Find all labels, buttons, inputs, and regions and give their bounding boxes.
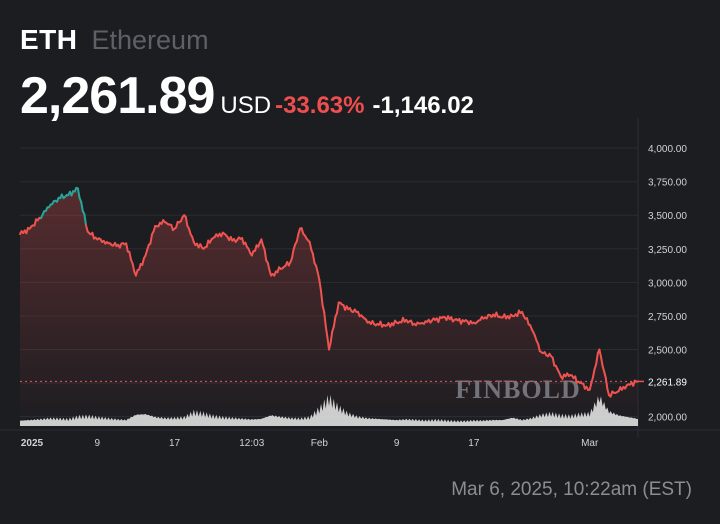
- price-segment: [85, 224, 89, 233]
- price-segment: [526, 317, 530, 326]
- price-line: [19, 186, 639, 398]
- price-segment: [316, 271, 321, 281]
- y-tick-label: 3,250.00: [648, 245, 687, 256]
- y-tick-label: 3,750.00: [648, 178, 687, 189]
- ticker-symbol: ETH: [20, 24, 78, 55]
- price-segment: [260, 238, 264, 247]
- x-tick-label: 9: [94, 438, 100, 449]
- price-segment: [295, 232, 300, 243]
- last-price-label: 2,261.89: [648, 377, 687, 388]
- price-chart[interactable]: FINBOLD 2,000.002,250.002,500.002,750.00…: [0, 118, 720, 458]
- price-segment: [80, 201, 84, 213]
- y-tick-label: 3,500.00: [648, 211, 687, 222]
- volume-area: [20, 394, 638, 426]
- x-tick-label: 9: [394, 438, 400, 449]
- price-segment: [537, 343, 541, 353]
- price-segment: [598, 348, 602, 358]
- ticker-row: ETH Ethereum: [20, 24, 209, 56]
- timestamp: Mar 6, 2025, 10:22am (EST): [451, 479, 692, 500]
- price-segment: [266, 261, 271, 272]
- price-segment: [328, 341, 332, 351]
- price-segment: [141, 257, 145, 266]
- price-segment: [595, 352, 599, 365]
- price-segment: [551, 356, 556, 367]
- y-tick-label: 2,500.00: [648, 345, 687, 356]
- current-price: 2,261.89: [20, 67, 215, 125]
- price-area-fill: [20, 187, 638, 426]
- y-tick-label: 2,750.00: [648, 312, 687, 323]
- price-segment: [308, 241, 313, 251]
- x-tick-label: Feb: [311, 438, 329, 449]
- price-segment: [125, 242, 129, 253]
- price-segment: [336, 301, 340, 314]
- change-percent: -33.63%: [275, 92, 365, 119]
- currency-label: USD: [220, 92, 272, 119]
- price-segment: [604, 376, 609, 391]
- price-segment: [315, 264, 319, 274]
- price-row: 2,261.89 USD -33.63% -1,146.02: [20, 66, 474, 126]
- price-segment: [320, 290, 324, 307]
- price-segment: [324, 325, 329, 339]
- volume-fill: [20, 394, 638, 426]
- y-tick-label: 3,000.00: [648, 278, 687, 289]
- price-segment: [329, 330, 334, 344]
- price-segment: [128, 250, 132, 261]
- price-segment: [591, 368, 596, 379]
- price-segment: [603, 370, 607, 379]
- price-segment: [332, 315, 337, 328]
- watermark-logo: FINBOLD: [455, 375, 580, 404]
- price-segment: [323, 311, 327, 328]
- y-tick-label: 4,000.00: [648, 144, 687, 155]
- price-segment: [33, 218, 38, 227]
- x-tick-label: 12:03: [239, 438, 264, 449]
- price-segment: [600, 355, 604, 367]
- x-tick-label: 17: [468, 438, 480, 449]
- x-tick-label: Mar: [581, 438, 599, 449]
- price-segment: [321, 304, 326, 314]
- asset-name: Ethereum: [91, 25, 209, 55]
- price-segment: [76, 187, 81, 199]
- price-segment: [184, 215, 189, 227]
- price-segment: [606, 388, 610, 397]
- price-segment: [588, 382, 593, 391]
- price-segment: [83, 213, 87, 227]
- x-axis: 2025 9 17 12:03 Feb 9 17 Mar: [0, 429, 720, 449]
- last-price-tag-bg: [639, 373, 699, 390]
- price-segment: [311, 252, 316, 265]
- price-segment: [318, 278, 322, 292]
- price-segment: [131, 262, 136, 273]
- change-absolute: -1,146.02: [372, 92, 474, 119]
- price-segment: [291, 248, 295, 260]
- price-segment: [263, 248, 268, 262]
- price-segment: [149, 233, 153, 245]
- x-tick-label: 17: [169, 438, 181, 449]
- last-price-tag: 2,261.89: [638, 373, 699, 390]
- x-tick-label: 2025: [21, 438, 44, 449]
- y-tick-label: 2,000.00: [648, 413, 687, 424]
- price-area: [20, 187, 638, 426]
